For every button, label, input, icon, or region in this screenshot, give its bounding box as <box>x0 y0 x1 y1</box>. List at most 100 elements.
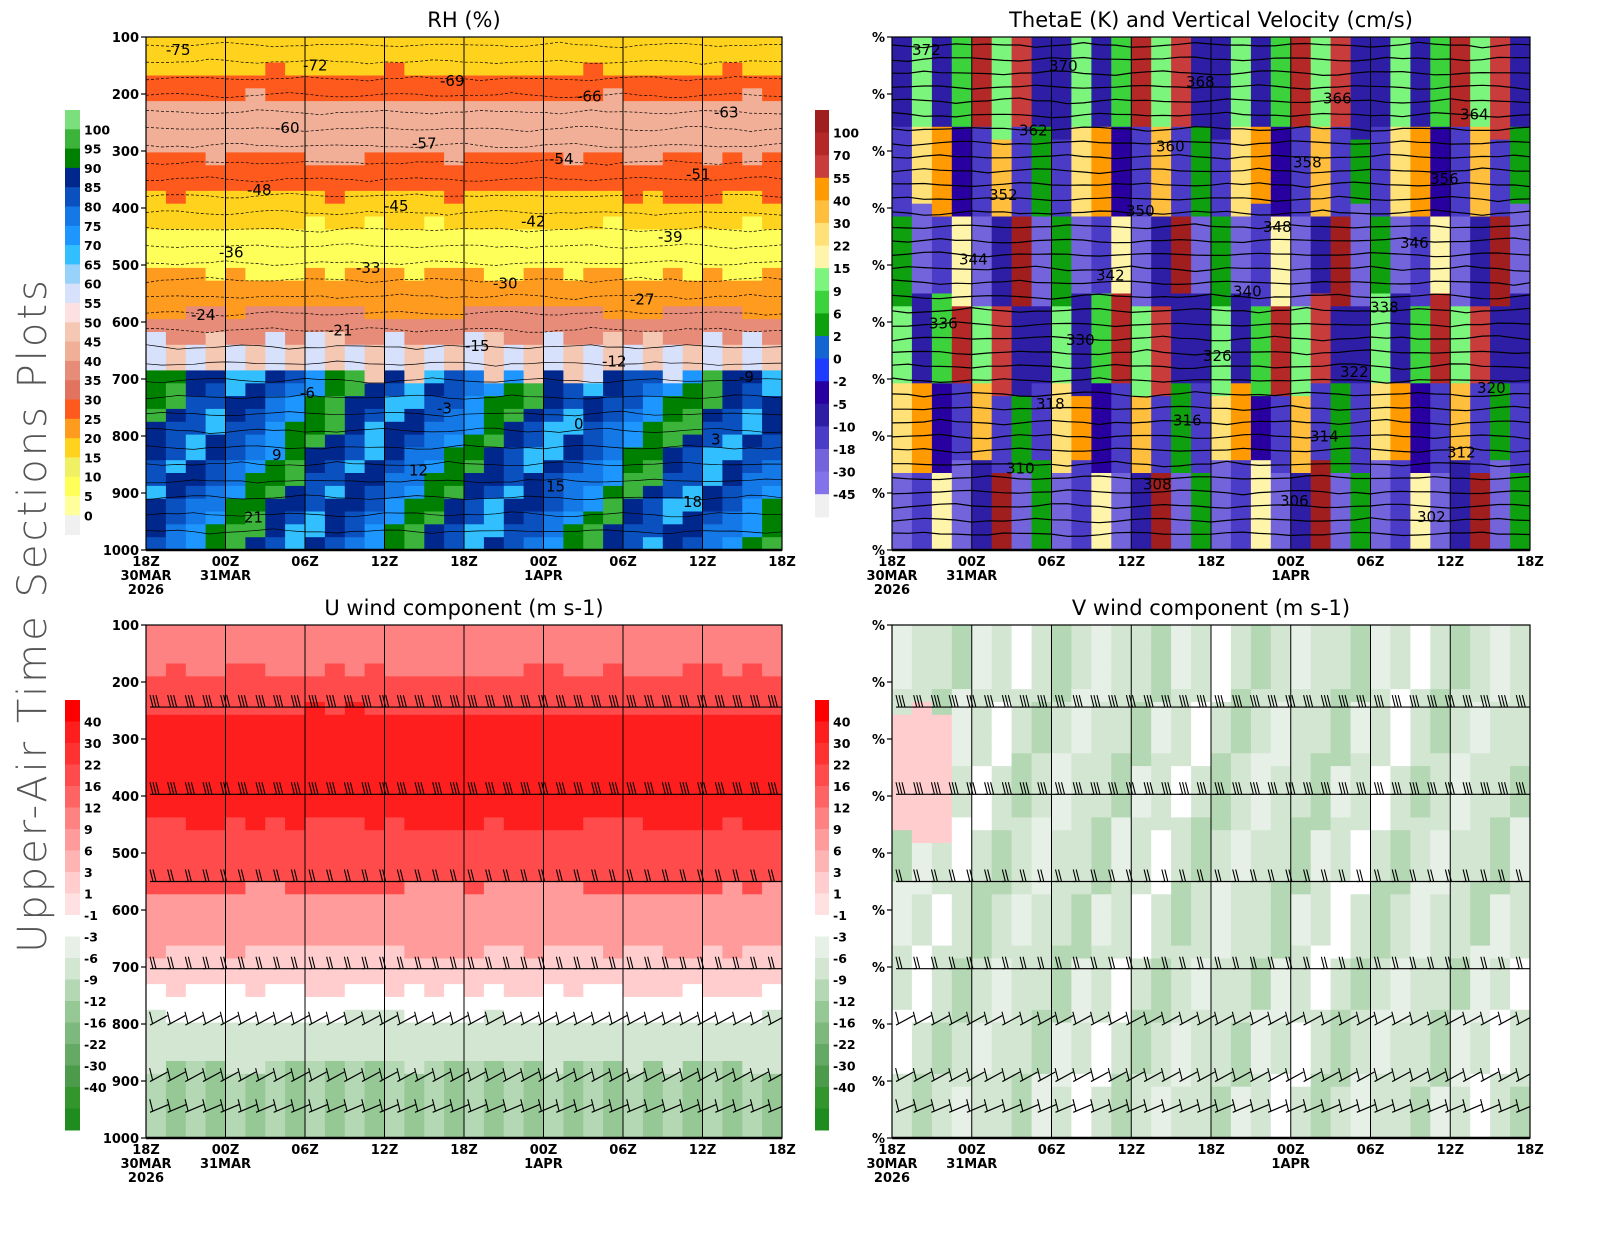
contour-cell <box>1410 460 1431 473</box>
contour-cell <box>892 63 913 76</box>
contour-cell <box>544 88 565 101</box>
contour-cell <box>166 766 187 779</box>
contour-cell <box>385 114 406 127</box>
contour-cell <box>365 435 386 448</box>
contour-cell <box>166 409 187 422</box>
contour-cell <box>226 294 247 307</box>
contour-cell <box>464 101 485 114</box>
contour-cell <box>703 50 724 63</box>
contour-label: 336 <box>929 315 958 333</box>
contour-cell <box>166 843 187 856</box>
x-tick-label: 18Z <box>132 555 160 570</box>
contour-cell <box>1371 217 1392 230</box>
contour-cell <box>265 1061 286 1074</box>
contour-cell <box>703 229 724 242</box>
contour-cell <box>1490 101 1511 114</box>
contour-cell <box>1071 512 1092 525</box>
contour-cell <box>563 728 584 741</box>
y-tick-label: % <box>872 430 885 445</box>
contour-cell <box>524 152 545 165</box>
contour-cell <box>1351 178 1372 191</box>
contour-cell <box>504 856 525 869</box>
contour-cell <box>1151 524 1172 537</box>
contour-cell <box>484 191 505 204</box>
contour-cell <box>683 447 704 460</box>
contour-cell <box>365 766 386 779</box>
contour-cell <box>365 127 386 140</box>
contour-cell <box>404 984 425 997</box>
contour-cell <box>603 178 624 191</box>
contour-cell <box>166 856 187 869</box>
contour-cell <box>683 843 704 856</box>
contour-cell <box>484 306 505 319</box>
contour-cell <box>484 435 505 448</box>
contour-cell <box>583 242 604 255</box>
contour-cell <box>186 422 207 435</box>
contour-cell <box>1510 204 1531 217</box>
colorbar-swatch <box>65 168 80 188</box>
contour-cell <box>305 447 326 460</box>
contour-cell <box>226 345 247 358</box>
contour-cell <box>424 358 445 371</box>
contour-cell <box>385 753 406 766</box>
contour-cell <box>166 473 187 486</box>
contour-cell <box>345 178 366 191</box>
contour-cell <box>245 971 266 984</box>
contour-cell <box>603 332 624 345</box>
contour-label: 344 <box>959 250 988 268</box>
contour-cell <box>524 435 545 448</box>
contour-cell <box>972 435 993 448</box>
contour-cell <box>583 332 604 345</box>
contour-cell <box>583 63 604 76</box>
contour-cell <box>484 486 505 499</box>
contour-cell <box>742 37 763 50</box>
contour-cell <box>186 920 207 933</box>
contour-cell <box>663 907 684 920</box>
contour-cell <box>1430 140 1451 153</box>
contour-cell <box>1231 37 1252 50</box>
contour-cell <box>1291 50 1312 63</box>
contour-cell <box>932 460 953 473</box>
contour-cell <box>544 358 565 371</box>
contour-cell <box>623 907 644 920</box>
contour-cell <box>404 971 425 984</box>
contour-cell <box>1231 473 1252 486</box>
x-tick-label: 12Z <box>1436 555 1464 570</box>
contour-cell <box>464 229 485 242</box>
contour-cell <box>703 1125 724 1138</box>
contour-cell <box>305 332 326 345</box>
contour-cell <box>146 281 167 294</box>
contour-cell <box>762 229 783 242</box>
contour-cell <box>1131 460 1152 473</box>
contour-cell <box>683 332 704 345</box>
contour-cell <box>186 1112 207 1125</box>
contour-cell <box>345 204 366 217</box>
contour-cell <box>1490 229 1511 242</box>
contour-cell <box>146 766 167 779</box>
y-tick-label: 100 <box>112 31 139 46</box>
contour-cell <box>1171 217 1192 230</box>
contour-label: 352 <box>989 186 1018 204</box>
contour-cell <box>464 894 485 907</box>
contour-cell <box>1271 537 1292 550</box>
contour-cell <box>325 753 346 766</box>
contour-cell <box>325 638 346 651</box>
contour-cell <box>912 178 933 191</box>
contour-cell <box>325 843 346 856</box>
contour-cell <box>504 537 525 550</box>
contour-cell <box>742 753 763 766</box>
contour-cell <box>1032 191 1053 204</box>
contour-cell <box>385 740 406 753</box>
contour-cell <box>952 383 973 396</box>
contour-cell <box>1271 370 1292 383</box>
contour-cell <box>206 1125 227 1138</box>
contour-cell <box>404 830 425 843</box>
contour-cell <box>345 447 366 460</box>
colorbar-swatch <box>815 336 829 359</box>
contour-cell <box>952 345 973 358</box>
contour-cell <box>524 830 545 843</box>
contour-cell <box>742 447 763 460</box>
contour-cell <box>583 933 604 946</box>
contour-cell <box>722 830 743 843</box>
contour-cell <box>563 204 584 217</box>
